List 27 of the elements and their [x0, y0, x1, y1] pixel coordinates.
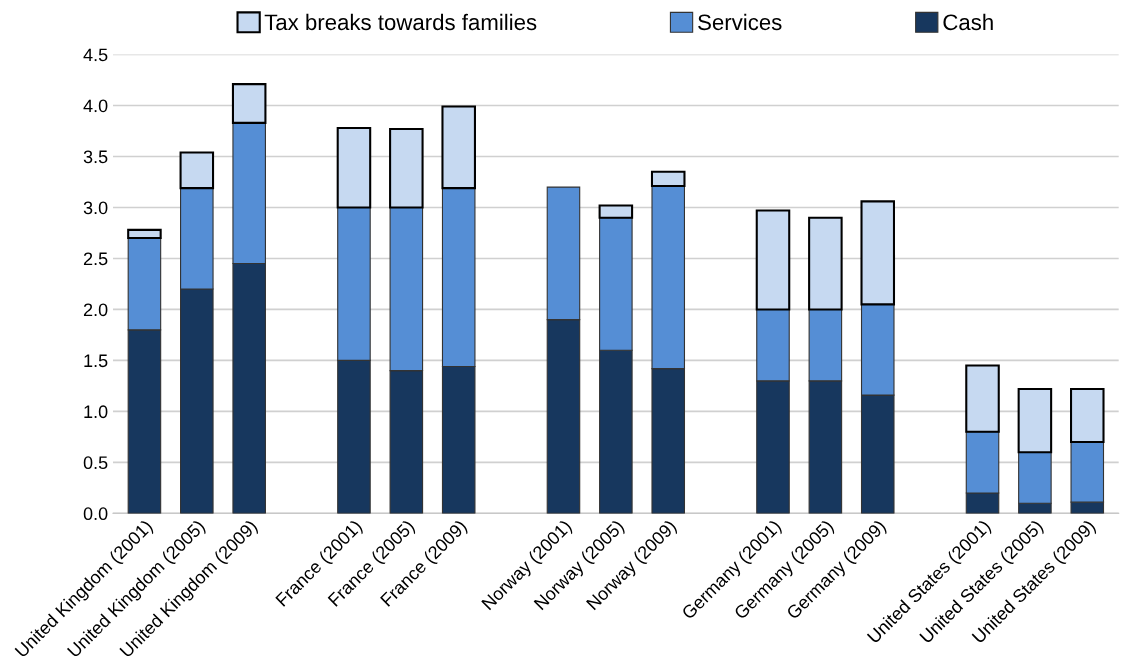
y-tick-label: 4.0 [83, 99, 108, 113]
y-tick-label: 2.0 [83, 303, 108, 317]
bar [860, 200, 896, 306]
bar [965, 364, 1000, 433]
bar [441, 105, 476, 190]
bar [127, 228, 162, 240]
bar [1017, 387, 1053, 454]
bar [755, 209, 791, 311]
legend-label: Tax breaks towards families [264, 13, 537, 31]
bar [231, 83, 267, 124]
bar [336, 126, 372, 209]
bar [179, 151, 215, 190]
y-tick-label: 0.5 [83, 456, 108, 470]
y-tick-label: 4.5 [83, 48, 108, 62]
bar [389, 127, 424, 209]
legend-label: Cash [943, 13, 993, 31]
y-tick-label: 0.0 [83, 507, 108, 521]
y-tick-label: 3.0 [83, 201, 108, 215]
y-tick-label: 1.0 [84, 405, 108, 419]
y-tick-label: 1.5 [84, 354, 108, 368]
bar [650, 170, 686, 188]
legend-label: Services [698, 13, 782, 31]
bar [1069, 387, 1105, 444]
y-tick-label: 2.5 [83, 252, 108, 266]
bar [808, 216, 843, 311]
bar [598, 204, 634, 219]
y-tick-label: 3.5 [83, 150, 108, 164]
